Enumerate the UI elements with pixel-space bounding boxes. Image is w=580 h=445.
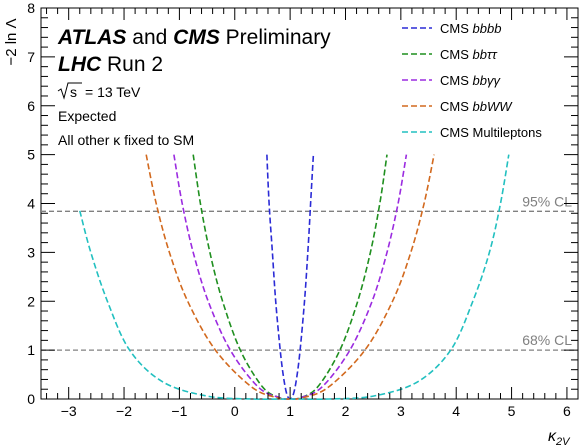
lhc-label: LHC xyxy=(58,53,102,76)
y-tick-label: 4 xyxy=(27,196,35,212)
series-line xyxy=(145,154,435,400)
y-tick-label: 7 xyxy=(27,49,35,65)
cl-label: 95% CL xyxy=(522,193,572,209)
and-label: and xyxy=(126,26,173,49)
legend: CMS bbbb CMS bbττ CMS bbγγ CMS bbWW CMS Mult… xyxy=(402,21,542,140)
series-line xyxy=(79,154,510,401)
series-layer xyxy=(79,154,510,401)
x-tick-label: −3 xyxy=(61,403,77,419)
x-tick-label: 4 xyxy=(452,403,460,419)
x-tick-label: 1 xyxy=(286,403,294,419)
x-tick-label: −2 xyxy=(116,403,132,419)
series-line xyxy=(173,154,408,400)
svg-text:s: s xyxy=(70,84,77,100)
y-tick-label: 3 xyxy=(27,244,35,260)
energy-label: = 13 TeV xyxy=(85,84,141,100)
y-tick-label: 6 xyxy=(27,98,35,114)
legend-label: CMS bbττ xyxy=(440,47,498,62)
y-tick-label: 0 xyxy=(27,391,35,407)
series-line xyxy=(266,154,315,400)
x-axis-title-sub: 2V xyxy=(555,436,571,445)
experiment-line: ATLAS and CMS Preliminary xyxy=(57,26,331,49)
y-tick-label: 8 xyxy=(27,0,35,16)
legend-label: CMS bbbb xyxy=(440,21,501,36)
y-tick-label: 1 xyxy=(27,342,35,358)
preliminary-label: Preliminary xyxy=(220,26,331,49)
atlas-label: ATLAS xyxy=(57,26,126,49)
x-tick-label: 2 xyxy=(342,403,350,419)
x-tick-label: −1 xyxy=(171,403,187,419)
series-line xyxy=(192,154,388,400)
x-axis-title: κ2V xyxy=(548,428,571,445)
x-tick-label: 0 xyxy=(231,403,239,419)
ticks-layer: −3 −2 −1 0 1 2 3 4 5 6 0 1 2 3 4 5 6 7 8 xyxy=(27,0,578,419)
x-tick-label: 5 xyxy=(508,403,516,419)
x-tick-label: 3 xyxy=(397,403,405,419)
cl-label: 68% CL xyxy=(522,332,572,348)
expected-label: Expected xyxy=(58,108,116,124)
run-line: LHC Run 2 xyxy=(58,53,163,76)
other-kappa-label: All other κ fixed to SM xyxy=(58,132,194,148)
x-axis-title-main: κ xyxy=(548,428,557,445)
legend-label: CMS bbWW xyxy=(440,99,513,114)
legend-label: CMS Multileptons xyxy=(440,125,542,140)
y-tick-label: 2 xyxy=(27,293,35,309)
y-tick-label: 5 xyxy=(27,147,35,163)
y-axis-title: −2 ln Λ xyxy=(3,18,20,65)
sqrt-s-symbol: s xyxy=(57,82,82,100)
run-label: Run 2 xyxy=(101,53,163,76)
cms-label: CMS xyxy=(173,26,220,49)
x-tick-label: 6 xyxy=(563,403,571,419)
legend-label: CMS bbγγ xyxy=(440,73,501,88)
